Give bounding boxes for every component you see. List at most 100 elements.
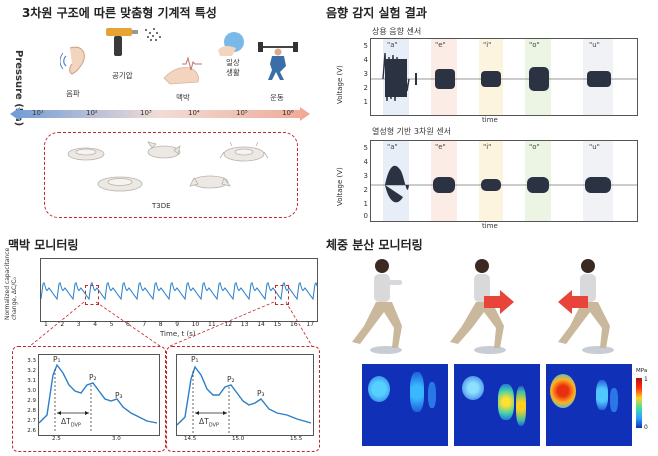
- zoom2-xtick: 15.0: [232, 436, 245, 442]
- ytick: 2: [363, 84, 368, 92]
- plot1-ylabel: Voltage (V): [336, 65, 344, 104]
- pressure-scale-ticks: 10¹ 10² 10³ 10⁴ 10⁵ 10⁶: [0, 109, 320, 121]
- acoustic-waveform-2: [371, 165, 637, 203]
- colorbar-min: 0: [644, 424, 648, 431]
- zoom2-xtick: 15.5: [290, 436, 303, 442]
- ytick: 2.7: [27, 418, 36, 424]
- plot2-ylabel: Voltage (V): [336, 167, 344, 206]
- icon-label-pulse: 맥박: [176, 93, 190, 102]
- xtick: 10: [191, 321, 200, 328]
- xtick: 6: [126, 321, 130, 328]
- xtick: 5: [109, 321, 114, 328]
- vowel-a: "a": [387, 143, 398, 151]
- xtick: 1: [44, 321, 48, 328]
- delta-t-label: ΔTDVP: [199, 417, 219, 429]
- ytick: 4: [363, 56, 368, 64]
- peak-p1: P₁: [191, 355, 199, 364]
- weightlifting-icon: [256, 42, 300, 82]
- zoom1-xtick: 3.0: [112, 436, 121, 442]
- xtick: 11: [208, 321, 216, 328]
- xtick: 14: [257, 321, 265, 328]
- colorbar-unit: MPa: [636, 368, 648, 374]
- ytick: 2.9: [27, 398, 36, 404]
- pulse-icon: [162, 52, 214, 90]
- zoom-plot-2: P₁ P₂ P₃ ΔTDVP: [176, 354, 314, 436]
- zoom-panel-1: [12, 346, 166, 452]
- pulse-xticks: 1 2 3 4 5 6 7 8 9 10 11 12 13 14 15 16 17: [40, 321, 320, 331]
- ytick: 3.0: [27, 388, 36, 394]
- vowel-i: "i": [483, 143, 492, 151]
- icon-label-exercise: 운동: [270, 93, 284, 102]
- xtick: 2: [60, 321, 65, 328]
- ytick: 2.8: [27, 408, 36, 414]
- vowel-u: "u": [589, 143, 600, 151]
- icon-label-daily: 일상 생활: [226, 58, 240, 77]
- ytick: 3: [363, 70, 368, 78]
- xtick: 12: [224, 321, 233, 328]
- hand-ball-icon: [214, 28, 248, 58]
- pulse-xlabel: Time, t (s): [160, 330, 196, 338]
- pressure-heatmap-1: [362, 364, 448, 446]
- plot2-title: 열성형 기반 3차원 센서: [372, 127, 451, 136]
- acoustic-waveform-1: [371, 52, 637, 102]
- plot2-xlabel: time: [482, 222, 498, 230]
- zoom-plot-1: P₁ P₂ P₃ ΔTDVP: [38, 354, 160, 436]
- xtick: 16: [290, 321, 298, 328]
- vowel-a: "a": [387, 41, 398, 49]
- peak-p2: P₂: [89, 373, 97, 382]
- panel-title-mechanical: 3차원 구조에 따른 맞춤형 기계적 특성: [22, 6, 217, 20]
- ytick: 3: [363, 172, 368, 180]
- vowel-u: "u": [589, 41, 600, 49]
- ytick: 1: [363, 98, 368, 106]
- zoom2-xtick: 14.5: [184, 436, 197, 442]
- delta-t-label: ΔTDVP: [61, 417, 81, 429]
- panel-title-pulse: 맥박 모니터링: [8, 238, 79, 252]
- peak-p3: P₃: [115, 391, 123, 400]
- ytick: 5: [363, 144, 368, 152]
- scale-tick: 10¹: [32, 109, 44, 117]
- plot1-yticks: 5 4 3 2 1: [354, 38, 368, 118]
- ytick: 3.3: [27, 358, 36, 364]
- peak-p2: P₂: [227, 375, 235, 384]
- t3de-device-box: [44, 132, 298, 218]
- zoom-panel-2: [166, 346, 320, 452]
- icon-label-air: 공기압: [112, 71, 133, 80]
- air-blower-icon: [104, 24, 164, 64]
- icon-label-sound: 음파: [66, 89, 80, 98]
- heatmap-colorbar: [636, 378, 642, 428]
- zoom1-xtick: 2.5: [52, 436, 61, 442]
- plot1-xlabel: time: [482, 116, 498, 124]
- scale-tick: 10⁴: [188, 109, 200, 117]
- zoom-connectors: [29, 301, 313, 347]
- vowel-i: "i": [483, 41, 492, 49]
- xtick: 8: [158, 321, 163, 328]
- pressure-heatmap-3: [546, 364, 632, 446]
- ytick: 3.1: [27, 378, 36, 384]
- t3de-devices-illustration: [60, 138, 290, 198]
- zoom1-yticks: 3.3 3.2 3.1 3.0 2.9 2.8 2.7 2.6: [22, 354, 36, 436]
- pulse-plot-main: [40, 258, 318, 322]
- xtick: 13: [240, 321, 249, 328]
- peak-p1: P₁: [53, 355, 61, 364]
- acoustic-plot-t3de: "a" "e" "i" "o" "u": [370, 140, 638, 222]
- vowel-o: "o": [529, 143, 540, 151]
- ytick: 2.6: [27, 428, 36, 434]
- xtick: 15: [273, 321, 282, 328]
- ytick: 3.2: [27, 368, 36, 374]
- person-figure-3: [548, 256, 634, 356]
- t3de-label: T3DE: [152, 202, 171, 210]
- zoom-marker-2: [275, 285, 289, 305]
- xtick: 9: [175, 321, 180, 328]
- pressure-heatmap-2: [454, 364, 540, 446]
- ytick: 4: [363, 158, 368, 166]
- ytick: 5: [363, 42, 368, 50]
- panel-title-acoustic: 음향 감지 실험 결과: [326, 6, 427, 20]
- panel-title-weight: 체중 분산 모니터링: [326, 238, 423, 252]
- xtick: 7: [142, 321, 147, 328]
- plot1-title: 상용 음향 센서: [372, 27, 422, 36]
- zoom-marker-1: [85, 285, 99, 305]
- peak-p3: P₃: [257, 389, 265, 398]
- xtick: 17: [306, 321, 315, 328]
- ear-icon: [59, 42, 90, 78]
- vowel-e: "e": [435, 41, 446, 49]
